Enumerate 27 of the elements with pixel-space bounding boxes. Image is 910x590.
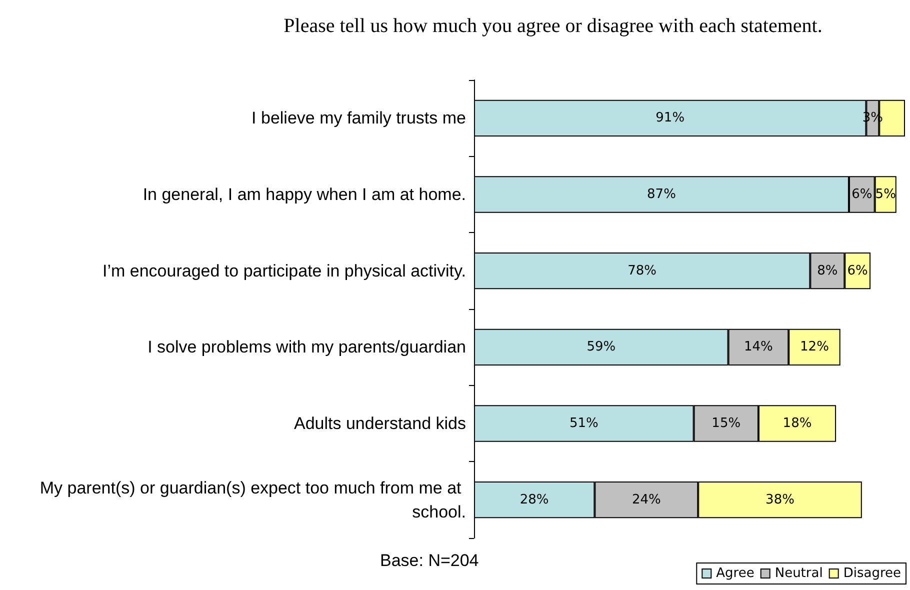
legend-label: Disagree [843,566,902,581]
data-label: 15% [712,416,741,431]
data-label: 8% [817,263,838,278]
data-label: 14% [744,340,773,355]
y-tick-label: Adults understand kids [294,414,466,433]
data-label: 28% [520,492,549,508]
data-label: 59% [586,340,616,355]
data-label: 38% [766,492,794,508]
data-label: 24% [632,492,661,508]
data-label: 91% [656,110,685,126]
data-label: 5% [875,187,896,202]
y-tick-label: My parent(s) or guardian(s) expect too much from me at school. [40,478,466,522]
y-tick-label: I solve problems with my parents/guardian [148,338,466,357]
data-label: 6% [847,263,868,278]
y-tick-label: I’m encouraged to participate in physical activity. [102,261,466,280]
legend-label: Neutral [774,566,823,581]
data-label: 6% [852,187,872,202]
y-tick-label: In general, I am happy when I am at home. [142,185,466,204]
text: Base: N=204 [380,551,479,570]
data-label: 78% [628,263,657,278]
y-tick-label: I believe my family trusts me [252,108,466,128]
data-label: 51% [569,416,598,431]
data-label: 12% [800,340,829,355]
data-label: 87% [647,187,676,202]
data-label: 18% [782,416,812,431]
chart-title: Please tell us how much you agree or disagree with each statement. [284,15,822,37]
legend-label: Agree [716,566,754,581]
